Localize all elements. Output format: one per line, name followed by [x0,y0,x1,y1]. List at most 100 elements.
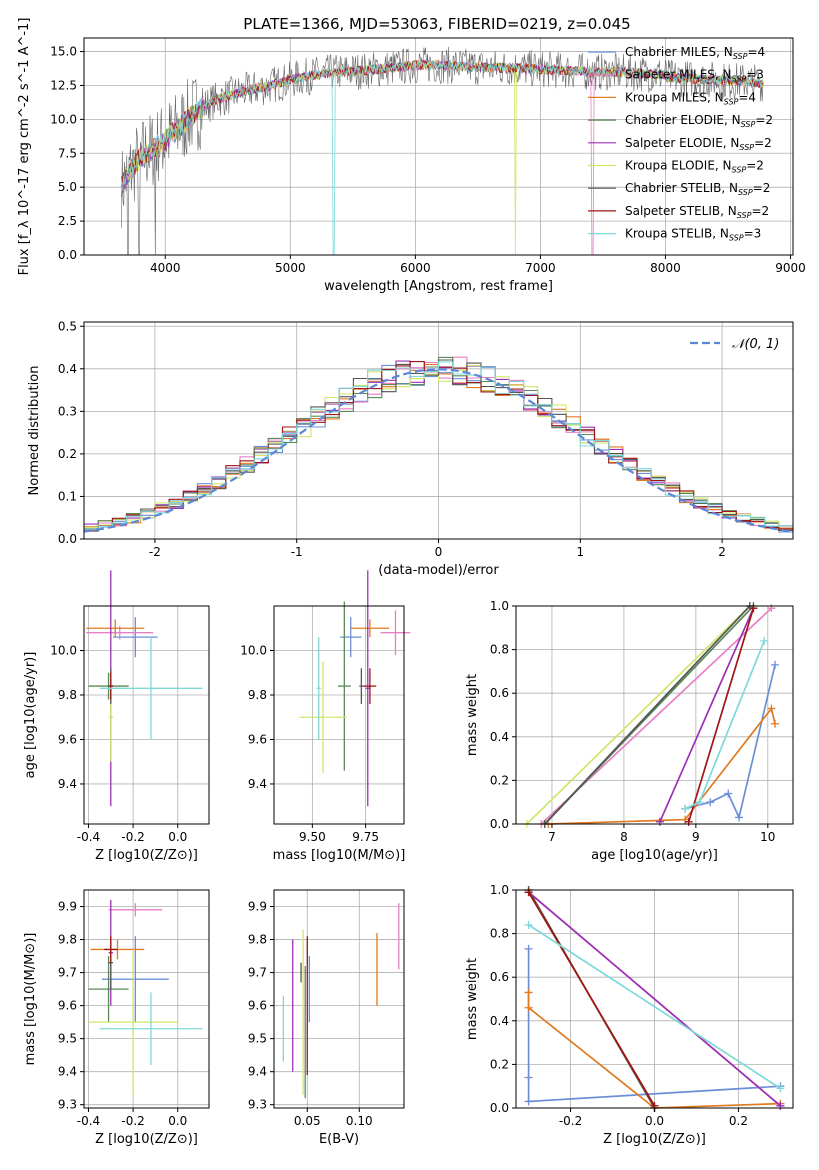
y-tick-label: 9.4 [248,777,267,791]
axes-mass-vs-ebv [274,890,404,1108]
y-tick-label: 9.9 [248,900,267,914]
x-axis-label: E(B-V) [319,1132,359,1147]
y-tick-label: 0.4 [490,1014,509,1028]
x-tick-label: 0.10 [346,1114,373,1128]
legend-nssp: =3 [746,68,764,82]
errorbar-point-0 [113,617,158,658]
weight-marker [771,719,780,728]
x-axis-label: Z [log10(Z/Z⊙)] [603,1132,706,1147]
x-tick-label: -0.2 [121,830,144,844]
axes-decor-mass-vs-ebv: 0.05 0.10 9.3 9.4 9.5 9.6 9.7 9.8 9.9 E(B-V) [248,889,405,1147]
weight-line-8 [528,924,781,1090]
errorbar-point-3 [337,601,351,771]
y-tick-label: 0.0 [490,817,509,831]
y-tick-label: 10.0 [50,112,77,126]
weight-marker [695,798,704,807]
x-tick-label: 1 [576,545,584,559]
y-axis-label: age [log10(age/yr)] [23,652,38,779]
axes-frame [83,605,210,825]
y-tick-label: 0.0 [58,248,77,262]
errorbar-point-5 [88,949,178,1095]
y-tick-label: 0.4 [490,730,509,744]
axes-decor-mass-vs-Z: -0.4 -0.2 0.0 9.3 9.4 9.5 9.6 9.7 9.8 9.9 Z [log10… [23,889,210,1147]
weight-line-2 [548,706,776,825]
y-tick-label: 9.8 [248,933,267,947]
y-tick-label: 15.0 [50,45,77,59]
legend-sub: SSP [738,188,753,197]
axes-decor-age-vs-Z: -0.4 -0.2 0.0 9.4 9.6 9.8 10.0 Z [log10(Z/Z⊙)] a… [23,605,210,863]
errorbar-point-3 [88,956,129,1023]
y-tick-label: 12.5 [50,78,77,92]
figure-title: PLATE=1366, MJD=53063, FIBERID=0219, z=0… [243,15,630,33]
legend-label: Chabrier MILES, NSSP=4 [625,45,765,61]
x-tick-label: 7000 [525,261,556,275]
legend-label: Chabrier STELIB, NSSP=2 [625,181,770,197]
legend-nssp: =2 [746,159,764,173]
y-tick-label: 0.2 [58,447,77,461]
x-tick-label: -0.2 [559,1114,582,1128]
axes-decor-weight-vs-age: 7 8 9 10 0.0 0.2 0.4 0.6 0.8 1.0 age [log10(age/yr… [465,599,794,863]
y-tick-label: 0.2 [490,1057,509,1071]
axes-frame [273,889,405,1109]
y-axis-label: Flux [f_λ 10^-17 erg cm^-2 s^-1 A^-1] [17,18,32,276]
axes-decor-spectrum: 4000 5000 6000 7000 8000 9000 0.0 2.5 5.0 7.5 10.0… [17,18,806,294]
legend-label: Kroupa ELODIE, NSSP=2 [625,159,764,175]
legend-nssp: =4 [747,45,765,59]
y-tick-label: 10.0 [50,643,77,657]
weight-marker [681,804,690,813]
legend-label: Chabrier ELODIE, NSSP=2 [625,113,773,129]
x-tick-label: 9 [692,830,700,844]
y-tick-label: 0.2 [490,773,509,787]
y-tick-label: 7.5 [58,146,77,160]
legend-sub: SSP [732,75,747,84]
weight-marker [524,944,533,953]
errorbar-point-0 [101,936,169,1023]
axes-frame [83,37,794,256]
x-tick-label: 8 [620,830,628,844]
y-tick-label: 0.3 [58,404,77,418]
weight-line-6 [544,605,751,825]
weight-marker [735,813,744,822]
x-tick-label: 0 [435,545,443,559]
y-tick-label: 9.9 [58,900,77,914]
y-tick-label: 9.4 [58,1065,77,1079]
y-tick-label: 9.3 [58,1098,77,1112]
weight-line-2 [527,992,781,1109]
weight-line-5 [526,605,751,825]
x-axis-label: mass [log10(M/M⊙)] [273,848,406,863]
y-tick-label: 9.6 [58,999,77,1013]
weight-marker [771,660,780,669]
errorbar-point-8 [99,992,203,1066]
weight-marker [524,1003,533,1012]
spectrum-legend: Chabrier MILES, NSSP=4 Salpeter MILES, NS… [588,45,773,243]
legend-sub: SSP [733,52,748,61]
legend-sub: SSP [729,234,744,243]
y-tick-label: 0.4 [58,362,77,376]
x-tick-label: 9.75 [352,830,379,844]
y-axis-label: mass weight [465,958,480,1040]
legend-nssp: =2 [754,136,772,150]
errorbar-point-7 [108,672,114,700]
axes-age-vs-mass [274,606,404,824]
errorbar-point-5 [299,661,347,773]
axes-residuals [84,322,793,540]
legend-label: Salpeter STELIB, NSSP=2 [625,204,769,220]
axes-decor-age-vs-mass: 9.50 9.75 9.4 9.6 9.8 10.0 mass [log10(M/M⊙)] [240,605,406,863]
legend-nssp: =4 [738,90,756,104]
y-tick-label: 1.0 [490,883,509,897]
weight-line-7 [527,891,656,1107]
weight-marker [524,1073,533,1082]
residual-histogram-5 [84,365,793,531]
y-tick-label: 9.6 [58,732,77,746]
y-axis-label: Normed distribution [27,366,42,496]
weight-line-0 [527,948,781,1103]
errorbar-point-6 [359,668,364,704]
legend-sub: SSP [739,143,754,152]
x-tick-label: 10 [760,830,775,844]
x-tick-label: 8000 [650,261,681,275]
legend-sub: SSP [741,120,756,129]
axes-frame [273,605,405,825]
y-tick-label: 0.0 [58,532,77,546]
x-axis-label: age [log10(age/yr)] [591,848,718,863]
x-tick-label: -0.4 [77,830,100,844]
